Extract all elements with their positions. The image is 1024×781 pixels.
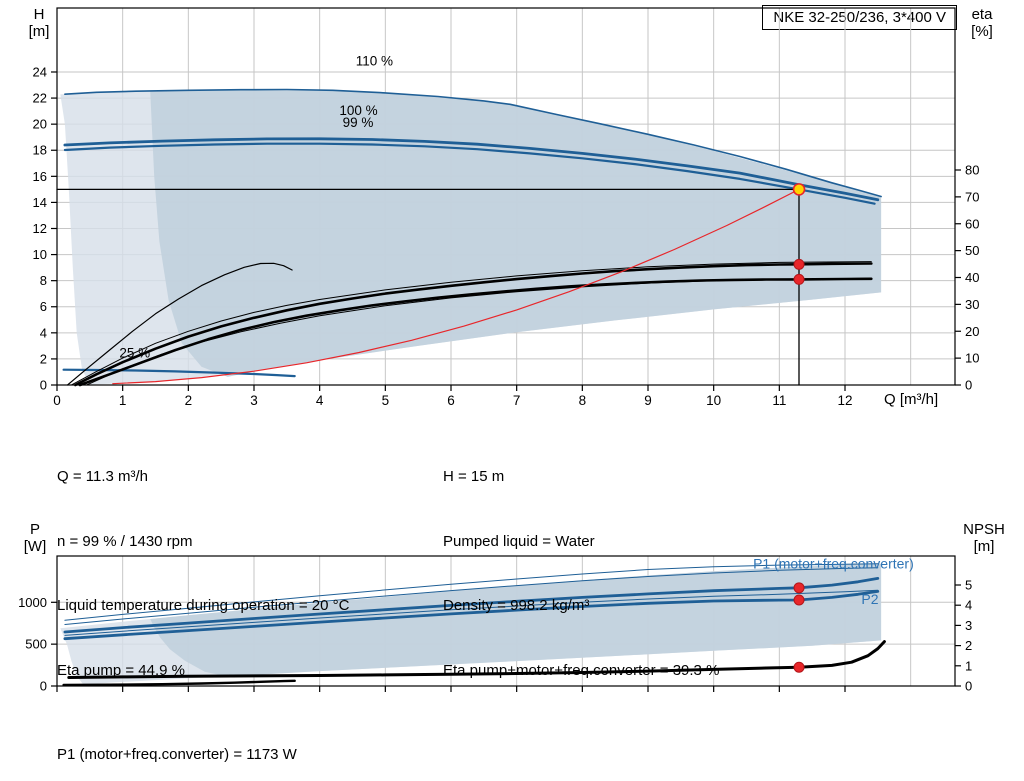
- svg-text:12: 12: [33, 221, 47, 236]
- svg-text:1000: 1000: [18, 595, 47, 610]
- svg-text:0: 0: [965, 378, 972, 393]
- svg-text:0: 0: [40, 378, 47, 393]
- svg-text:110 %: 110 %: [356, 54, 393, 69]
- left-axis-unit: [W]: [23, 538, 47, 555]
- svg-text:99 %: 99 %: [343, 115, 374, 130]
- svg-text:3: 3: [250, 393, 258, 408]
- info-line-q: Q = 11.3 m³/h: [57, 468, 149, 485]
- svg-text:100 %: 100 %: [339, 103, 377, 118]
- svg-text:25 %: 25 %: [119, 346, 150, 361]
- svg-text:20: 20: [33, 117, 47, 132]
- info-line-temperature: Liquid temperature during operation = 20…: [57, 597, 350, 614]
- svg-text:P2: P2: [861, 591, 878, 607]
- right-axis-unit: [m]: [973, 538, 995, 555]
- right-axis-unit: [%]: [971, 23, 993, 40]
- duty-info-col1: Q = 11.3 m³/h n = 99 % / 1430 rpm Liquid…: [57, 423, 349, 724]
- svg-text:3: 3: [965, 618, 972, 633]
- info-line-eta-total: Eta pump+motor+freq.converter = 39.3 %: [443, 661, 720, 679]
- svg-text:P1 (motor+freq.converter): P1 (motor+freq.converter): [753, 556, 914, 572]
- svg-text:0: 0: [53, 393, 61, 408]
- svg-text:5: 5: [382, 393, 390, 408]
- top-chart-left-axis-title: H [m]: [20, 6, 58, 40]
- svg-text:20: 20: [965, 324, 979, 339]
- svg-text:2: 2: [185, 393, 193, 408]
- svg-text:10: 10: [706, 393, 721, 408]
- svg-text:70: 70: [965, 189, 979, 204]
- svg-text:2: 2: [40, 351, 47, 366]
- svg-text:12: 12: [837, 393, 852, 408]
- svg-text:6: 6: [447, 393, 455, 408]
- svg-text:8: 8: [40, 273, 47, 288]
- svg-text:0: 0: [40, 679, 47, 694]
- svg-text:24: 24: [33, 64, 47, 79]
- right-axis-quantity: NPSH: [963, 521, 1005, 538]
- info-line-eta-pump: Eta pump = 44.9 %: [57, 661, 185, 679]
- left-axis-quantity: H: [33, 6, 45, 23]
- svg-text:60: 60: [965, 216, 979, 231]
- power-info-block: P1 (motor+freq.converter) = 1173 W P2 = …: [57, 701, 297, 781]
- info-line-head: H = 15 m: [443, 468, 505, 485]
- svg-text:5: 5: [965, 578, 972, 593]
- left-axis-quantity: P: [29, 521, 40, 538]
- svg-text:11: 11: [772, 393, 786, 408]
- info-line-speed: n = 99 % / 1430 rpm: [57, 532, 193, 550]
- svg-text:1: 1: [965, 658, 972, 673]
- svg-text:40: 40: [965, 270, 979, 285]
- svg-text:80: 80: [965, 163, 979, 178]
- svg-text:50: 50: [965, 243, 979, 258]
- svg-text:30: 30: [965, 297, 979, 312]
- duty-info-col2: H = 15 m Pumped liquid = Water Density =…: [443, 423, 719, 724]
- svg-text:4: 4: [965, 598, 972, 613]
- right-axis-quantity: eta: [971, 6, 993, 23]
- bottom-chart-left-axis-title: P [W]: [16, 521, 54, 555]
- svg-text:0: 0: [965, 679, 972, 694]
- svg-text:18: 18: [33, 143, 47, 158]
- left-axis-unit: [m]: [28, 23, 50, 40]
- svg-text:4: 4: [40, 325, 47, 340]
- flow-axis-label: Q [m³/h]: [884, 391, 939, 408]
- svg-text:2: 2: [965, 638, 972, 653]
- svg-text:7: 7: [513, 393, 521, 408]
- svg-text:16: 16: [33, 169, 47, 184]
- info-line-density: Density = 998.2 kg/m³: [443, 597, 590, 614]
- svg-text:10: 10: [965, 351, 979, 366]
- svg-text:4: 4: [316, 393, 324, 408]
- top-chart-right-axis-title: eta [%]: [962, 6, 1002, 40]
- info-line-liquid: Pumped liquid = Water: [443, 532, 595, 550]
- svg-text:8: 8: [579, 393, 587, 408]
- svg-text:14: 14: [33, 195, 47, 210]
- svg-text:10: 10: [33, 247, 47, 262]
- svg-text:22: 22: [33, 91, 47, 106]
- svg-text:9: 9: [644, 393, 652, 408]
- svg-text:6: 6: [40, 299, 47, 314]
- info-line-p1: P1 (motor+freq.converter) = 1173 W: [57, 746, 297, 763]
- bottom-chart-right-axis-title: NPSH [m]: [958, 521, 1010, 555]
- svg-text:500: 500: [25, 637, 47, 652]
- pump-model-title: NKE 32-250/236, 3*400 V: [762, 5, 957, 30]
- svg-text:1: 1: [119, 393, 127, 408]
